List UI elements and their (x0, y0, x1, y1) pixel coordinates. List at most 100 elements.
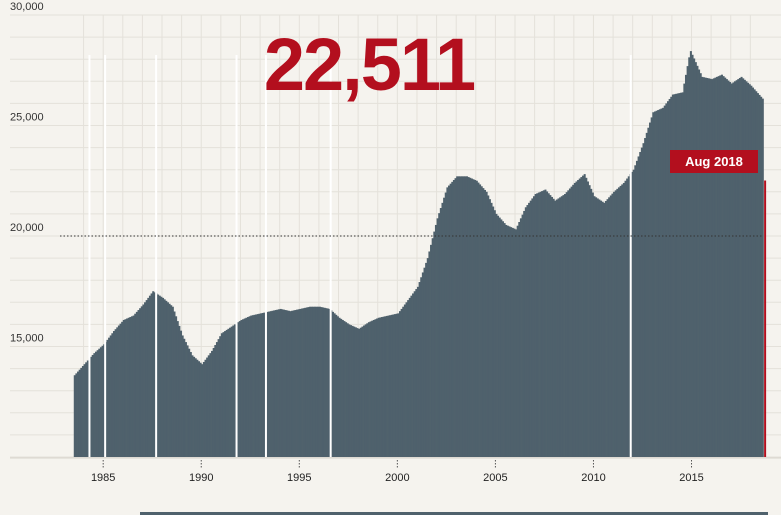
bar (336, 316, 339, 457)
bar (534, 194, 537, 457)
bar (635, 160, 638, 458)
bar (480, 186, 483, 457)
y-tick-label: 25,000 (10, 112, 44, 124)
bar (745, 81, 748, 458)
bar (201, 364, 204, 457)
bar (287, 310, 290, 457)
bar (261, 312, 264, 457)
bar (284, 310, 287, 457)
bar (714, 77, 717, 457)
x-tick-label: 1985 (91, 472, 115, 484)
bar (114, 329, 117, 457)
bar (683, 83, 686, 457)
bar (227, 328, 230, 457)
bar (363, 325, 366, 457)
bar (139, 308, 142, 457)
bar (570, 186, 573, 458)
bar (680, 92, 683, 458)
bar (526, 205, 529, 457)
bar (464, 176, 467, 457)
bar (423, 267, 426, 457)
bar (554, 200, 557, 457)
bar (498, 217, 501, 457)
bar (487, 195, 490, 457)
bar (510, 227, 513, 457)
bar (75, 373, 78, 457)
bar (207, 355, 210, 457)
bar (665, 103, 668, 458)
bar (431, 238, 434, 457)
bar (747, 82, 750, 458)
bar (176, 321, 179, 457)
bar (250, 315, 253, 457)
bar (175, 316, 178, 457)
bar (678, 93, 681, 457)
bar (639, 152, 642, 457)
bar (377, 317, 380, 457)
bar (286, 310, 289, 457)
bar (314, 306, 317, 457)
bar (591, 192, 594, 457)
bar (444, 192, 447, 457)
latest-date-callout: Aug 2018 (670, 150, 758, 173)
bottom-strip (140, 512, 768, 515)
bar (532, 196, 536, 457)
bar (215, 342, 218, 457)
bar (374, 319, 377, 457)
bar (515, 229, 518, 457)
bar-series (73, 51, 764, 458)
bar (116, 327, 119, 457)
bar (490, 202, 493, 457)
bar (660, 108, 663, 457)
bar (134, 313, 137, 457)
bar (452, 180, 455, 457)
bar (500, 219, 503, 457)
bar (598, 199, 601, 457)
bar (647, 127, 650, 458)
bar (191, 355, 194, 457)
bar (106, 339, 109, 457)
bar (297, 309, 300, 457)
bar (488, 199, 491, 457)
bar (240, 319, 243, 457)
bar (425, 262, 428, 457)
bar (732, 82, 735, 457)
bar (457, 176, 460, 457)
bar (562, 195, 565, 458)
bar (626, 178, 629, 458)
bar (645, 132, 648, 457)
bar (258, 313, 261, 457)
bar (567, 190, 570, 457)
bar (281, 309, 284, 457)
bar (382, 316, 385, 457)
bar (162, 297, 165, 457)
bar (483, 189, 486, 458)
bar (722, 76, 725, 457)
bar (230, 326, 233, 457)
bar (603, 202, 606, 457)
bar (323, 307, 326, 457)
bar (711, 79, 714, 457)
bar (294, 310, 297, 457)
bar (135, 311, 138, 457)
bar (142, 304, 145, 457)
bar (361, 326, 364, 457)
bar (381, 317, 384, 457)
y-axis: 15,000 20,000 25,000 30,000 (10, 1, 44, 345)
bar (670, 96, 673, 458)
bar (760, 96, 763, 458)
bar (546, 191, 549, 457)
bar (516, 225, 519, 457)
bar (632, 169, 635, 457)
bar (150, 293, 153, 457)
bar (550, 196, 554, 457)
bar (183, 338, 186, 457)
bar (735, 80, 738, 457)
x-tick-label: 2015 (679, 472, 703, 484)
bar (390, 314, 393, 457)
bar (564, 194, 567, 457)
bar (717, 76, 720, 457)
bar (536, 193, 539, 458)
bar (222, 332, 225, 457)
bar (358, 328, 361, 457)
